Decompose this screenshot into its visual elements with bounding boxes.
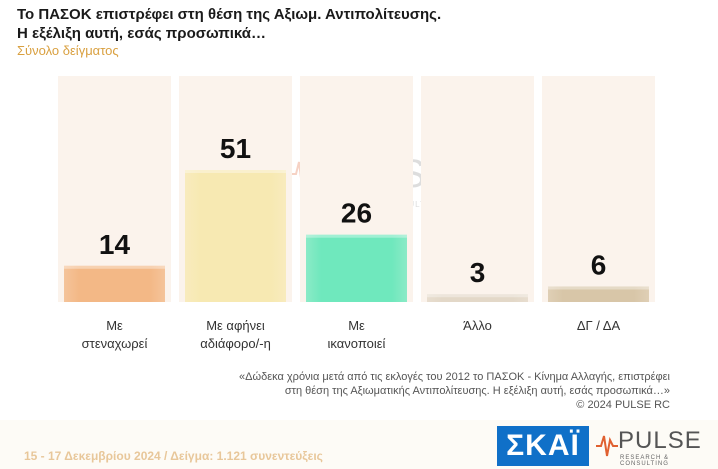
bar (64, 265, 165, 302)
bar-value-label: 51 (220, 133, 251, 164)
bar (427, 294, 528, 302)
bar-background-column (58, 76, 171, 302)
bar-chart: 14 Με στεναχωρεί 51 Με αφήνει αδιάφορο/-η 26 Με… (58, 76, 655, 351)
category-label: στεναχωρεί (82, 336, 148, 351)
note-line-2: στη θέση της Αξιωματικής Αντιπολίτευσης.… (284, 385, 670, 397)
survey-dates-footer: 15 - 17 Δεκεμβρίου 2024 / Δείγμα: 1.121 … (24, 449, 323, 463)
skai-logo: ΣΚΑΪ (497, 426, 589, 466)
bar-value-label: 26 (341, 198, 372, 229)
category-label: Με (106, 318, 123, 333)
chart-note: «Δώδεκα χρόνια μετά από τις εκλογές του … (150, 370, 670, 412)
bar-highlight (548, 286, 649, 290)
bar-background-column (542, 76, 655, 302)
bar-highlight (185, 170, 286, 173)
bar (306, 234, 407, 302)
bar-background-column (421, 76, 534, 302)
pulse-logo-wave-icon (596, 435, 618, 457)
category-label: ΔΓ / ΔΑ (577, 318, 621, 333)
pulse-wordmark: PULSE (618, 427, 702, 454)
pulse-logo-subtitle: RESEARCH & CONSULTING (620, 455, 670, 467)
bar-value-label: 14 (99, 229, 131, 260)
bar (185, 170, 286, 302)
category-label: Με αφήνει (206, 318, 265, 333)
note-copyright: © 2024 PULSE RC (576, 399, 670, 411)
category-label: Με (348, 318, 365, 333)
title-line-2: Η εξέλιξη αυτή, εσάς προσωπικά… (17, 25, 266, 42)
category-label: αδιάφορο/-η (200, 336, 271, 351)
bar-value-label: 3 (470, 257, 486, 288)
bar-highlight (306, 234, 407, 238)
category-label: Άλλο (463, 318, 492, 333)
chart-title: Το ΠΑΣΟΚ επιστρέφει στη θέση της Αξιωμ. … (17, 5, 441, 43)
bar-highlight (427, 294, 528, 298)
title-line-1: Το ΠΑΣΟΚ επιστρέφει στη θέση της Αξιωμ. … (17, 6, 442, 23)
bar (548, 286, 649, 302)
category-label: ικανοποιεί (328, 336, 386, 351)
pulse-logo: PULSE RESEARCH & CONSULTING (596, 426, 714, 467)
note-line-1: «Δώδεκα χρόνια μετά από τις εκλογές του … (239, 371, 670, 383)
bar-value-label: 6 (591, 249, 607, 280)
chart-subtitle: Σύνολο δείγματος (17, 43, 119, 58)
bar-highlight (64, 265, 165, 269)
